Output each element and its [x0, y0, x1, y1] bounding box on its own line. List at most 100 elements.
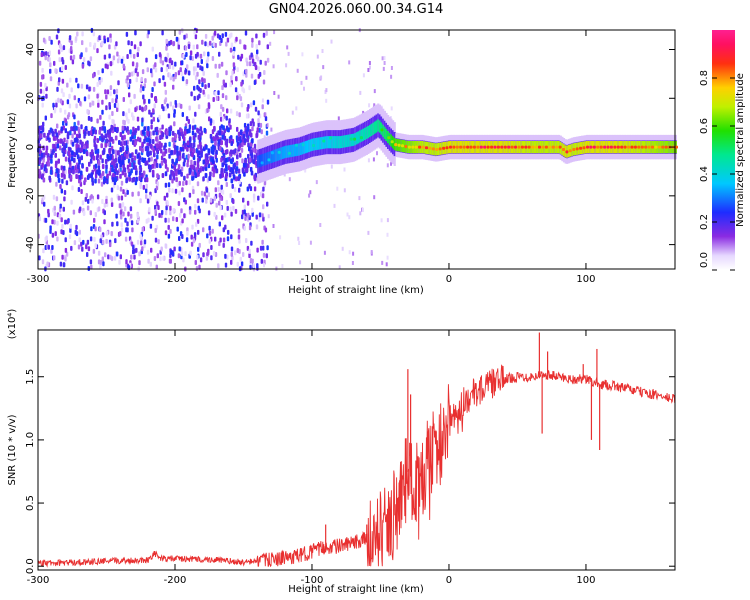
- noise-blob: [60, 172, 64, 178]
- ridge-peak: [541, 145, 545, 149]
- noise-blob: [146, 249, 150, 255]
- noise-blob: [236, 261, 239, 267]
- colorbar-tick-label: 0.4: [699, 166, 710, 182]
- x-tick-label: 100: [576, 274, 595, 285]
- noise-blob: [224, 262, 228, 268]
- noise-blob: [235, 76, 238, 82]
- band-blob: [114, 135, 118, 141]
- band-blob: [126, 153, 129, 159]
- noise-blob: [69, 130, 72, 136]
- noise-blob: [126, 221, 129, 227]
- noise-blob: [109, 85, 113, 91]
- noise-blob: [44, 55, 47, 61]
- noise-blob: [172, 208, 175, 213]
- ridge-peak: [620, 145, 624, 149]
- noise-blob: [257, 118, 260, 124]
- noise-blob: [196, 62, 200, 68]
- noise-blob: [58, 214, 61, 219]
- noise-blob: [41, 74, 44, 80]
- noise-blob: [186, 173, 189, 179]
- noise-blob: [139, 137, 142, 143]
- band-blob: [108, 147, 112, 153]
- band-blob: [77, 147, 80, 153]
- noise-blob: [162, 106, 165, 112]
- noise-blob: [267, 214, 270, 219]
- noise-blob: [90, 264, 93, 270]
- noise-blob: [167, 217, 170, 223]
- noise-blob: [348, 250, 351, 255]
- noise-blob: [168, 153, 171, 159]
- noise-blob: [99, 260, 102, 265]
- noise-blob: [192, 189, 195, 195]
- ridge-core: [364, 127, 367, 140]
- noise-blob: [105, 105, 108, 111]
- noise-blob: [217, 263, 220, 269]
- band-blob: [161, 173, 165, 178]
- band-blob: [210, 146, 214, 152]
- noise-blob: [248, 225, 252, 231]
- noise-blob: [203, 78, 206, 84]
- noise-blob: [252, 193, 256, 199]
- noise-blob: [341, 246, 344, 251]
- ridge-core: [346, 134, 349, 148]
- noise-blob: [223, 168, 226, 174]
- noise-blob: [212, 41, 215, 47]
- noise-blob: [238, 238, 241, 244]
- noise-blob: [201, 39, 204, 45]
- ridge-peak: [462, 145, 466, 149]
- band-blob: [197, 134, 201, 140]
- noise-blob: [236, 95, 239, 101]
- noise-blob: [251, 258, 254, 264]
- noise-blob: [77, 120, 80, 126]
- noise-blob: [165, 45, 168, 51]
- ridge-peak: [483, 145, 487, 149]
- noise-blob: [94, 226, 97, 232]
- ridge-core: [268, 151, 271, 164]
- noise-blob: [96, 93, 99, 99]
- ridge-core: [276, 148, 280, 161]
- ridge-peak: [572, 148, 576, 151]
- band-blob: [63, 174, 66, 180]
- noise-blob: [262, 245, 265, 251]
- noise-blob: [104, 252, 107, 258]
- noise-blob: [265, 130, 269, 136]
- noise-blob: [81, 63, 85, 69]
- noise-blob: [116, 185, 119, 191]
- noise-blob: [272, 64, 275, 69]
- ridge-peak: [599, 145, 603, 149]
- noise-blob: [226, 236, 230, 242]
- noise-blob: [45, 93, 48, 99]
- noise-blob: [88, 86, 91, 92]
- noise-blob: [320, 75, 323, 80]
- ridge-core: [337, 136, 340, 149]
- band-blob: [254, 155, 257, 161]
- noise-blob: [161, 30, 164, 36]
- noise-blob: [252, 263, 255, 269]
- ridge-peak: [510, 145, 514, 149]
- noise-blob: [115, 41, 118, 47]
- noise-blob: [54, 231, 57, 237]
- noise-blob: [62, 262, 66, 268]
- noise-blob: [221, 85, 224, 91]
- noise-blob: [201, 77, 204, 83]
- noise-blob: [264, 112, 267, 117]
- spectrogram-frame: [37, 29, 676, 270]
- noise-blob: [256, 263, 259, 269]
- noise-blob: [63, 196, 66, 202]
- noise-blob: [145, 188, 148, 194]
- noise-blob: [168, 64, 171, 70]
- ridge-core: [290, 144, 293, 158]
- noise-blob: [116, 251, 119, 257]
- ridge-peak: [428, 146, 432, 150]
- band-blob: [45, 145, 49, 151]
- band-blob: [92, 155, 96, 161]
- noise-blob: [243, 225, 246, 231]
- noise-blob: [168, 141, 171, 147]
- noise-blob: [308, 193, 311, 198]
- noise-blob: [57, 139, 60, 144]
- noise-blob: [108, 102, 111, 107]
- noise-blob: [181, 60, 184, 66]
- band-blob: [62, 151, 66, 157]
- noise-blob: [110, 187, 114, 193]
